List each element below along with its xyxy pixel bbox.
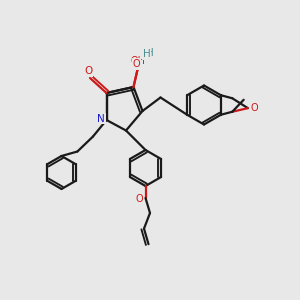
Text: H: H: [142, 49, 150, 59]
Text: O: O: [251, 103, 258, 112]
Text: OH: OH: [130, 56, 146, 67]
Text: H: H: [146, 47, 153, 58]
Text: N: N: [97, 113, 105, 124]
Text: O: O: [84, 66, 93, 76]
Text: O: O: [135, 194, 143, 205]
Text: O: O: [133, 59, 140, 69]
